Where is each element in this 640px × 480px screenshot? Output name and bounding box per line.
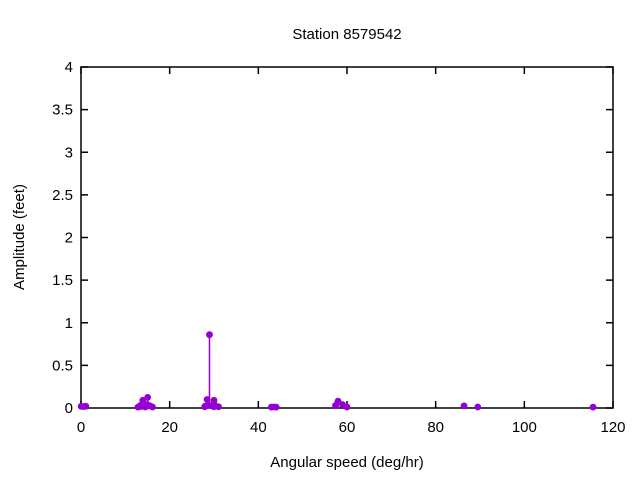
y-tick-label: 2.5 xyxy=(52,187,73,204)
x-tick-label: 40 xyxy=(250,419,267,436)
x-tick-label: 60 xyxy=(339,419,356,436)
x-tick-label: 0 xyxy=(77,419,85,436)
y-axis-label: Amplitude (feet) xyxy=(11,184,28,290)
data-point xyxy=(144,393,152,401)
plot-border xyxy=(80,66,614,409)
x-axis-label: Angular speed (deg/hr) xyxy=(270,454,423,471)
data-point xyxy=(203,396,211,403)
y-tick-label: 3 xyxy=(65,144,73,161)
data-point xyxy=(215,403,222,411)
y-tick-label: 2 xyxy=(65,230,73,247)
data-point xyxy=(474,403,482,411)
plot-area: 0 20 40 60 80 100 120 0 0.5 1 1.5 2 2.5 3 3.5 4 xyxy=(52,59,625,436)
data-point xyxy=(149,403,156,411)
data-point xyxy=(206,331,213,339)
y-tick-label: 0.5 xyxy=(52,357,73,374)
x-tick-label: 20 xyxy=(161,419,178,436)
y-tick-label: 3.5 xyxy=(52,102,73,119)
data-point xyxy=(343,403,351,411)
x-tick-label: 120 xyxy=(600,419,625,436)
data-point xyxy=(139,396,147,404)
x-tick-label: 100 xyxy=(512,419,537,436)
x-tick-label: 80 xyxy=(427,419,444,436)
data-point xyxy=(460,402,468,410)
y-tick-label: 1 xyxy=(65,315,73,332)
data-point xyxy=(589,403,597,411)
data-point xyxy=(82,402,90,410)
chart-title: Station 8579542 xyxy=(292,26,401,43)
y-tick-label: 1.5 xyxy=(52,272,73,289)
y-tick-label: 0 xyxy=(65,400,73,417)
data-point xyxy=(272,403,280,411)
y-tick-label: 4 xyxy=(65,59,73,76)
